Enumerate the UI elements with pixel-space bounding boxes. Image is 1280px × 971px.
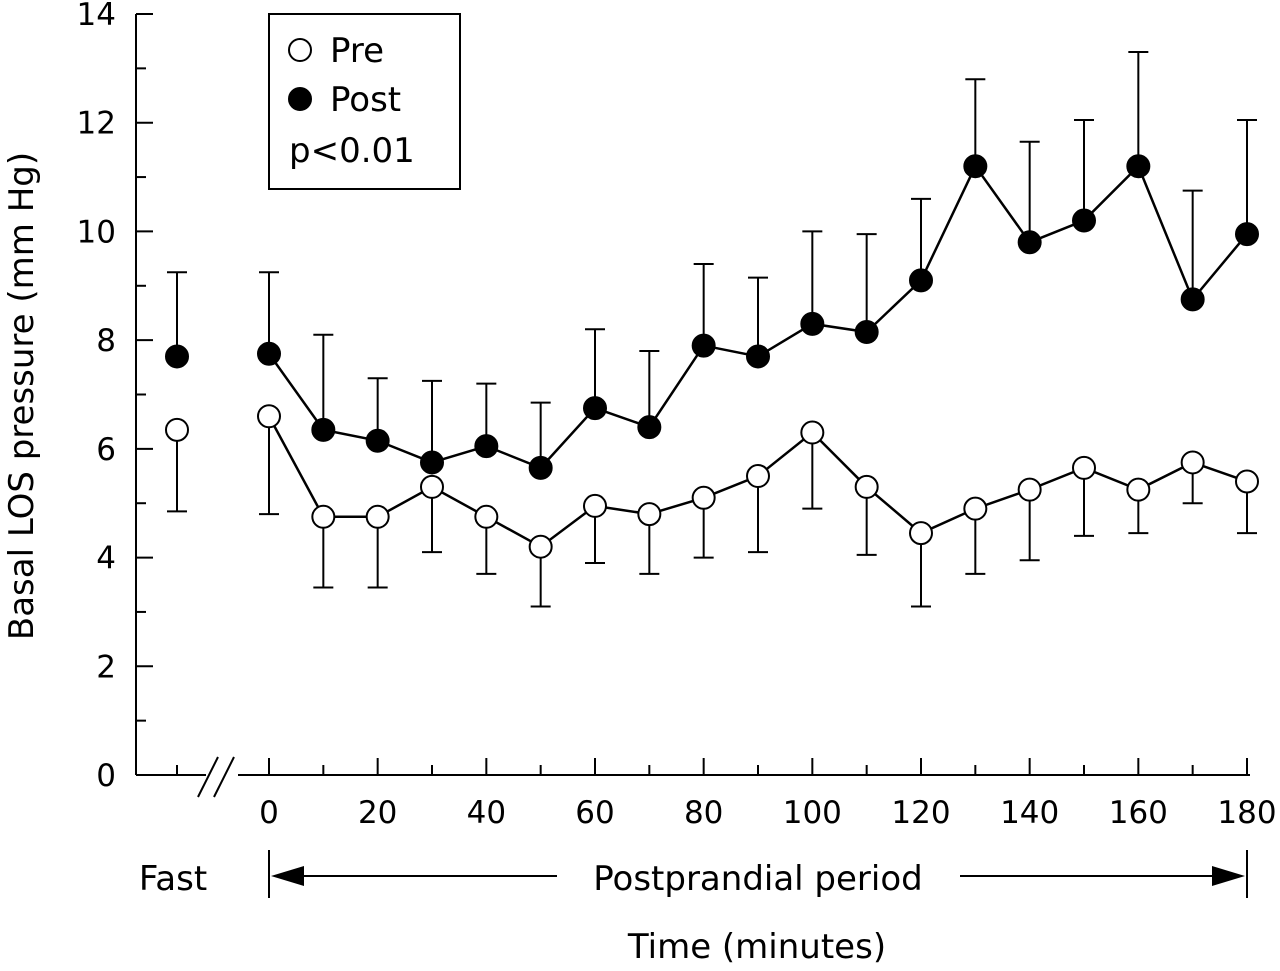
y-tick-label: 4 (96, 541, 116, 577)
y-tick-label: 10 (77, 214, 116, 250)
y-tick-label: 14 (77, 0, 116, 33)
data-point-post (1180, 287, 1205, 312)
axis-break-mark (197, 756, 219, 798)
data-point-pre (257, 404, 281, 429)
data-point-pre (528, 534, 553, 559)
data-point-pre (1126, 477, 1151, 502)
data-point-pre (420, 474, 444, 499)
fast-label: Fast (139, 859, 207, 899)
data-point-post (1235, 222, 1259, 247)
data-point-post (854, 319, 879, 344)
data-point-pre (583, 493, 607, 518)
period-arrow-left-head (271, 866, 304, 886)
data-point-pre-fast (165, 417, 189, 442)
data-point-pre (746, 464, 770, 489)
x-tick-label: 140 (1000, 795, 1059, 831)
legend: Pre Post p<0.01 (268, 13, 461, 190)
data-point-post (257, 341, 281, 366)
data-point-pre (854, 474, 879, 499)
data-point-post (800, 311, 825, 336)
x-tick-label: 80 (684, 795, 723, 831)
x-tick-label: 100 (783, 795, 842, 831)
data-point-post (746, 344, 770, 369)
data-point-post (420, 450, 444, 475)
data-point-post (311, 417, 336, 442)
legend-marker-pre (288, 38, 312, 62)
data-point-pre (1072, 455, 1096, 480)
y-tick-label: 6 (96, 432, 116, 468)
data-point-pre (1017, 477, 1042, 502)
data-point-pre (800, 420, 825, 445)
data-point-pre (1180, 450, 1205, 475)
data-point-pre (691, 485, 716, 510)
legend-label-post: Post (330, 80, 401, 120)
data-point-post (963, 154, 988, 179)
x-tick-label: 60 (575, 795, 614, 831)
y-tick-label: 12 (77, 106, 116, 142)
data-point-post (909, 268, 933, 293)
y-tick-label: 0 (96, 758, 116, 794)
legend-label-pre: Pre (330, 31, 384, 71)
x-tick-label: 160 (1109, 795, 1168, 831)
data-point-post (1072, 208, 1096, 233)
x-tick-label: 180 (1217, 795, 1276, 831)
period-label: Postprandial period (593, 859, 923, 899)
data-point-post (691, 333, 716, 358)
error-bars (167, 51, 1257, 608)
data-point-post (528, 455, 553, 480)
axis-break-mark (213, 756, 235, 798)
data-point-post (474, 434, 499, 459)
legend-marker-post (288, 87, 312, 111)
data-point-post (365, 428, 390, 453)
y-axis-title: Basal LOS pressure (mm Hg) (2, 152, 42, 640)
y-tick-label: 8 (96, 323, 116, 359)
x-tick-label: 0 (259, 795, 279, 831)
x-tick-label: 20 (358, 795, 397, 831)
data-point-pre (637, 502, 662, 527)
data-point-pre (1235, 469, 1259, 494)
period-arrow-right-head (1212, 866, 1245, 886)
data-point-post-fast (165, 344, 189, 369)
data-point-pre (365, 504, 390, 529)
data-point-post (637, 415, 662, 440)
x-axis-title: Time (minutes) (627, 927, 886, 967)
data-point-pre (909, 521, 933, 546)
data-point-post (583, 396, 607, 421)
data-point-pre (963, 496, 988, 521)
legend-p-value: p<0.01 (289, 131, 415, 171)
x-tick-label: 120 (891, 795, 950, 831)
data-point-post (1017, 230, 1042, 255)
y-tick-label: 2 (96, 649, 116, 685)
data-point-pre (474, 504, 499, 529)
x-tick-label: 40 (467, 795, 506, 831)
data-markers (165, 154, 1259, 559)
data-point-post (1126, 154, 1151, 179)
data-point-pre (311, 504, 336, 529)
